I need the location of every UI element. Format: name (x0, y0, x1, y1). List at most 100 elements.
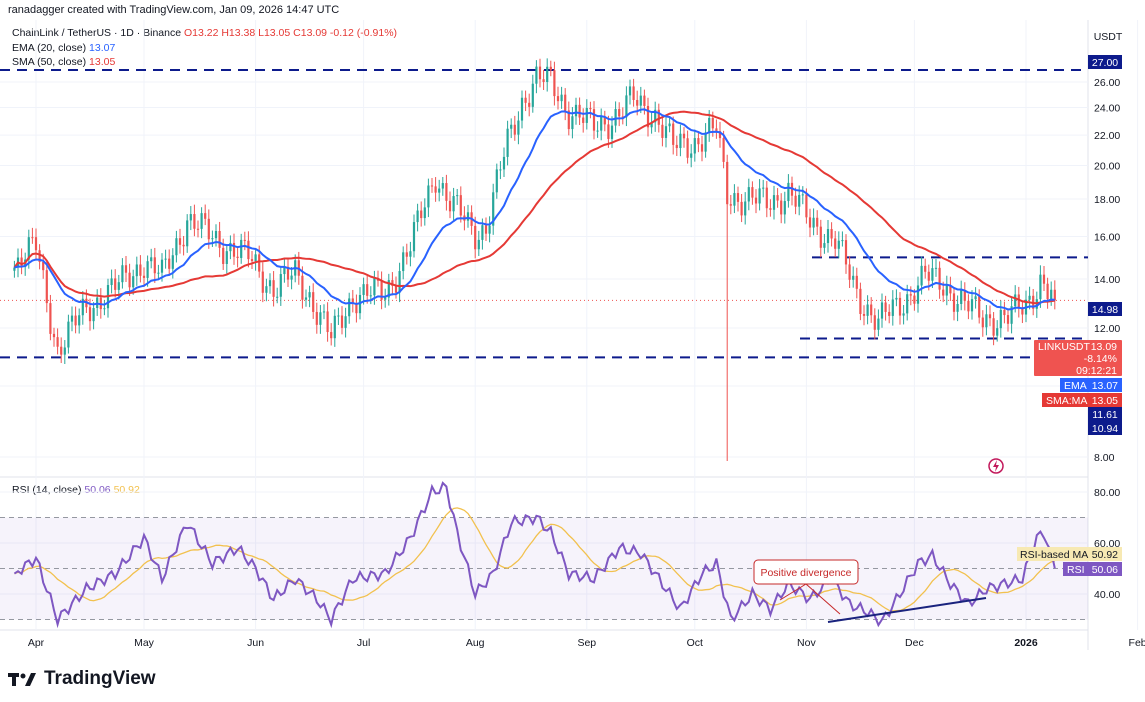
candle-body (927, 271, 930, 281)
candle-body (20, 257, 23, 268)
candle-body (427, 185, 430, 208)
candle-body (110, 278, 113, 286)
candle-body (650, 122, 653, 128)
candle-body (49, 303, 52, 334)
candle-body (13, 267, 16, 271)
svg-text:EMA: EMA (1064, 380, 1087, 392)
symbol-name: ChainLink / TetherUS · 1D · Binance (12, 27, 182, 39)
candle-body (578, 104, 581, 118)
candle-body (1006, 315, 1010, 324)
candle-body (492, 192, 495, 226)
candle-body (607, 124, 610, 139)
candle-body (387, 280, 390, 298)
candle-body (643, 95, 646, 106)
candle-body (668, 123, 671, 127)
sma-legend[interactable]: SMA (50, close) 13.05 (12, 56, 115, 68)
candle-body (841, 240, 844, 242)
candle-body (34, 237, 38, 251)
candle-body (639, 95, 642, 106)
candle-body (895, 297, 898, 300)
candle-body (351, 298, 354, 304)
candle-body (654, 109, 657, 123)
candle-body (139, 264, 142, 276)
candle-body (646, 105, 650, 128)
candle-body (412, 222, 416, 252)
candle-body (254, 254, 257, 262)
candle-body (88, 307, 92, 322)
candle-body (175, 238, 178, 256)
candle-body (564, 94, 567, 111)
candle-body (801, 194, 804, 196)
candle-body (837, 240, 840, 249)
rsi-legend[interactable]: RSI (14, close) 50.06 50.92 (12, 484, 140, 496)
candle-body (682, 133, 686, 139)
candle-body (481, 225, 484, 240)
candle-body (848, 264, 851, 280)
candle-body (787, 182, 790, 202)
symbol-legend[interactable]: ChainLink / TetherUS · 1D · Binance O13.… (12, 27, 397, 39)
candle-body (877, 318, 880, 330)
candle-body (816, 217, 819, 227)
price-axis[interactable]: 8.0010.0012.0014.0016.0018.0020.0022.002… (1094, 77, 1120, 601)
time-tick-label: May (134, 637, 155, 649)
candle-body (603, 116, 606, 125)
rsi-tag: RSI 50.06 (1063, 562, 1122, 576)
candle-body (319, 312, 322, 325)
flash-icon[interactable] (988, 458, 1004, 474)
candle-body (999, 309, 1002, 329)
candle-body (362, 284, 365, 295)
candle-body (153, 257, 156, 274)
svg-text:13.09: 13.09 (1091, 341, 1117, 353)
candle-body (913, 295, 916, 304)
candle-body (783, 201, 786, 215)
rsi-ma-legend-value: 50.92 (113, 484, 140, 496)
candle-body (1046, 283, 1049, 300)
tradingview-brand[interactable]: TradingView (8, 668, 156, 690)
ema-20-line (14, 108, 1055, 311)
candle-body (776, 195, 779, 201)
sma-legend-value: 13.05 (89, 56, 116, 68)
ema-legend[interactable]: EMA (20, close) 13.07 (12, 42, 115, 54)
rsi-ma-line (14, 507, 1055, 612)
candle-body (211, 238, 214, 240)
candle-body (866, 304, 869, 316)
candle-body (60, 346, 63, 355)
candle-body (942, 289, 945, 296)
candle-body (232, 242, 236, 257)
svg-text:09:12:21: 09:12:21 (1076, 365, 1117, 377)
candle-body (272, 280, 275, 297)
candle-body (952, 293, 956, 312)
candle-body (664, 126, 668, 138)
candle-body (326, 311, 329, 333)
candle-body (103, 308, 106, 310)
candle-body (456, 195, 459, 197)
candle-body (657, 109, 660, 125)
candle-body (1010, 306, 1013, 324)
svg-text:-8.14%: -8.14% (1084, 353, 1117, 365)
candle-body (754, 197, 758, 204)
svg-text:14.98: 14.98 (1092, 304, 1118, 316)
candle-body (556, 96, 560, 102)
candle-body (798, 194, 801, 207)
candle-body (794, 195, 797, 207)
candle-body (218, 230, 221, 248)
candle-body (214, 230, 218, 239)
candle-body (189, 214, 192, 221)
candle-body (124, 265, 128, 273)
candle-body (182, 244, 185, 247)
candle-body (880, 302, 884, 319)
candle-body (636, 99, 639, 106)
candle-body (279, 274, 282, 297)
candle-body (672, 123, 675, 145)
time-tick-label: Jun (247, 637, 264, 649)
candle-body (747, 187, 750, 202)
candle-body (805, 194, 808, 218)
candle-body (560, 94, 563, 102)
candle-body (736, 193, 740, 202)
time-axis[interactable]: Apr May Jun Jul Aug Sep Oct Nov Dec 2026 Feb (28, 637, 1145, 649)
candle-body (1028, 295, 1031, 300)
candle-body (888, 311, 891, 316)
candle-body (333, 315, 336, 339)
price-tick-label: 22.00 (1094, 130, 1120, 142)
